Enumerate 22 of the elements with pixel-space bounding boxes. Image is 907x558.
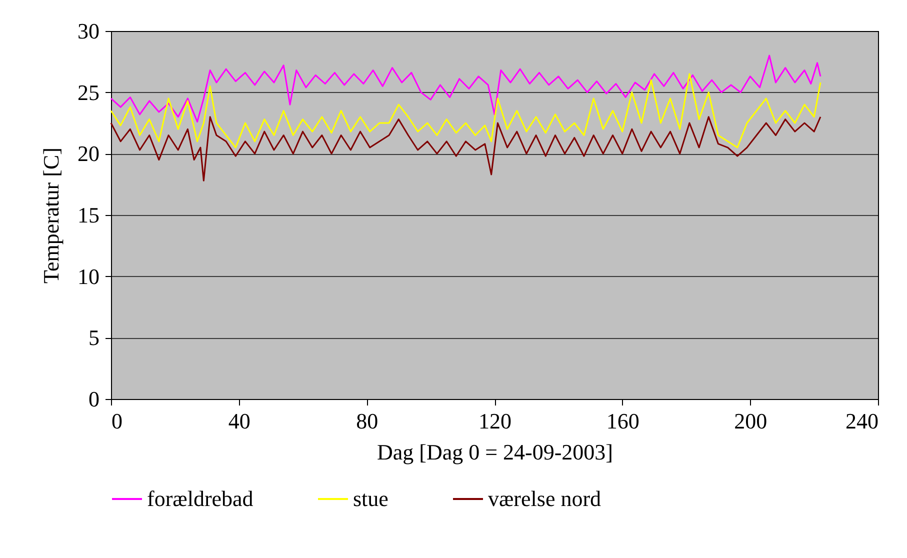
y-tick-label: 0 — [88, 386, 100, 412]
x-axis-title: Dag [Dag 0 = 24-09-2003] — [376, 440, 614, 464]
x-tick-label: 40 — [228, 408, 250, 434]
x-tick-label: 80 — [356, 408, 378, 434]
y-tick-label: 30 — [78, 18, 100, 44]
y-tick-label: 15 — [78, 202, 100, 228]
x-tick-label: 160 — [606, 408, 640, 434]
x-tick-label: 0 — [112, 408, 122, 434]
legend-label: værelse nord — [488, 486, 602, 511]
line-series — [110, 73, 822, 148]
legend-label: forældrebad — [147, 486, 254, 511]
line-series — [110, 54, 822, 123]
x-tick-label: 200 — [734, 408, 768, 434]
x-tick-label: 120 — [478, 408, 512, 434]
y-tick-label: 5 — [88, 325, 100, 350]
y-axis-title: Temperatur [C] — [38, 148, 64, 284]
y-tick-label: 20 — [78, 141, 100, 166]
y-tick-label: 25 — [78, 80, 100, 105]
y-tick-label: 10 — [78, 264, 100, 289]
line-series — [110, 116, 822, 182]
legend-label: stue — [353, 486, 388, 511]
x-tick-label: 240 — [846, 408, 878, 434]
